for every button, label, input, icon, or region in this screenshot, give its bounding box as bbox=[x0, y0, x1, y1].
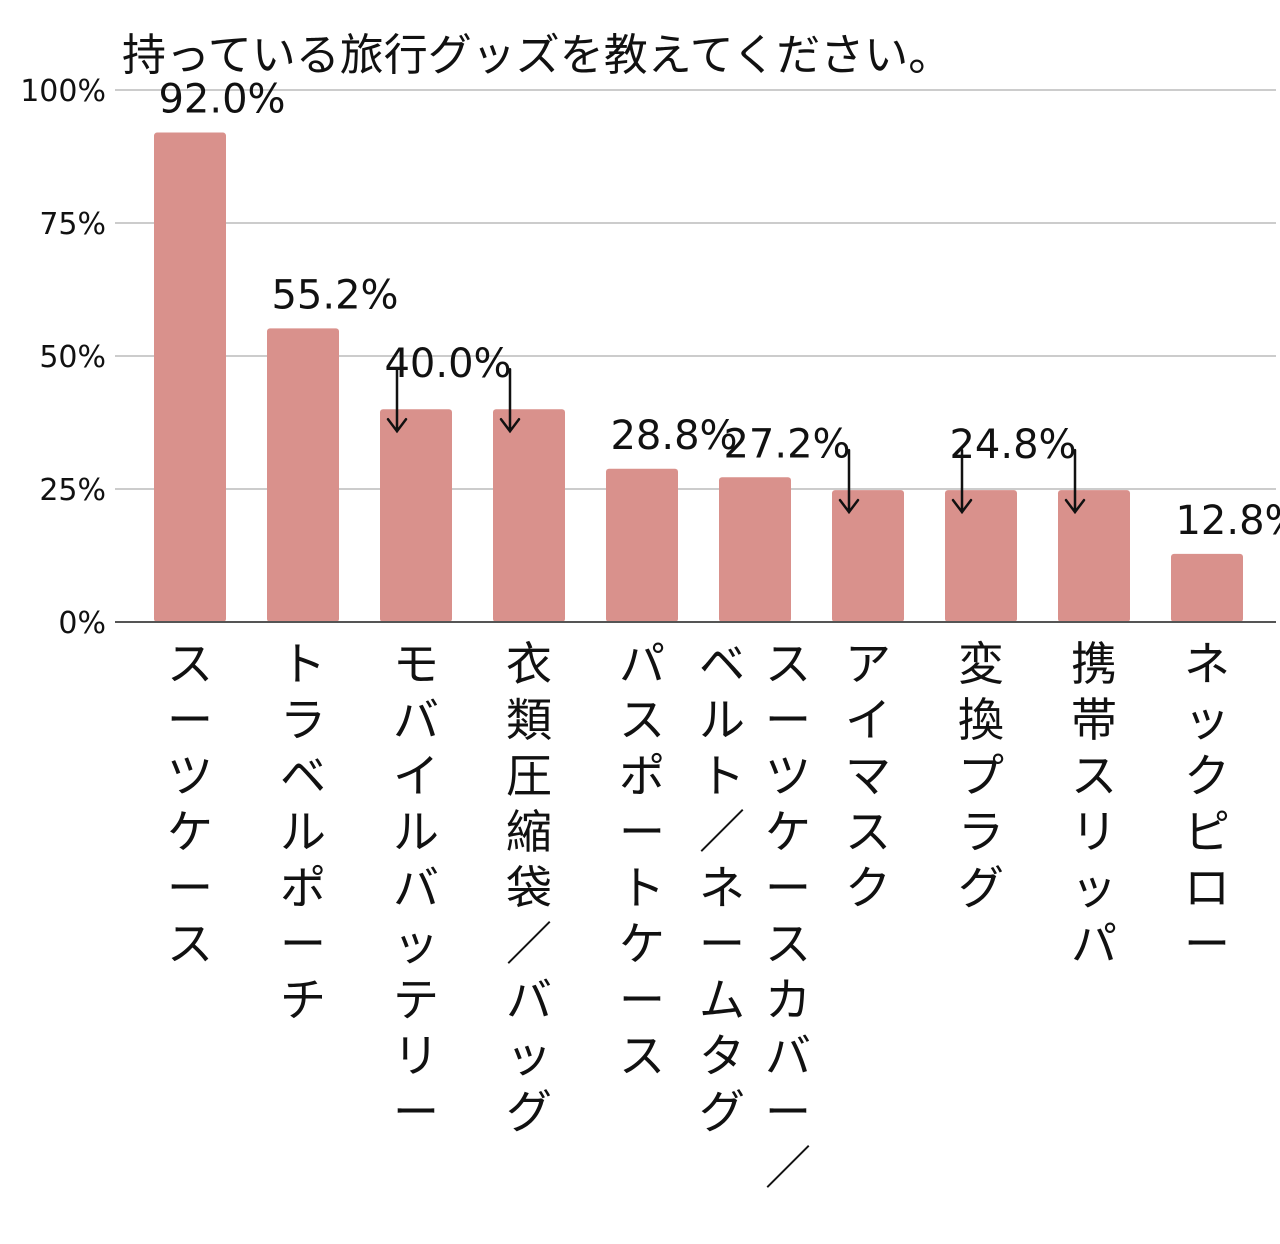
data-label: 28.8% bbox=[610, 413, 737, 459]
down-arrow-icon bbox=[1064, 448, 1086, 515]
x-tick-label: トラベルポーチ bbox=[280, 637, 326, 1027]
chart-title: 持っている旅行グッズを教えてください。 bbox=[122, 30, 952, 81]
data-label: 40.0% bbox=[384, 341, 511, 387]
y-tick-label: 100% bbox=[20, 74, 106, 109]
x-tick-label: アイマスク bbox=[845, 637, 891, 915]
x-tick-label: パスポートケース bbox=[619, 637, 665, 1083]
data-labels: 92.0% 55.2% 40.0% 28.8%27.2% 24.8% 12.8% bbox=[158, 77, 1280, 544]
x-tick-label: ベルト／ネームタグ bbox=[699, 637, 745, 1139]
data-label: 24.8% bbox=[949, 422, 1076, 468]
bar bbox=[380, 409, 452, 622]
bars bbox=[154, 132, 1243, 622]
bar bbox=[1058, 490, 1130, 622]
annotation-arrows bbox=[386, 367, 1086, 515]
y-tick-label: 25% bbox=[39, 473, 106, 508]
bar bbox=[493, 409, 565, 622]
y-tick-label: 75% bbox=[39, 207, 106, 242]
bar bbox=[945, 490, 1017, 622]
bar bbox=[719, 477, 791, 622]
x-tick-label: 変換プラグ bbox=[958, 637, 1004, 915]
bar bbox=[606, 468, 678, 622]
bar bbox=[267, 328, 339, 622]
bar bbox=[154, 132, 226, 622]
x-tick-label: モバイルバッテリー bbox=[393, 637, 439, 1139]
x-axis: スーツケース トラベルポーチ モバイルバッテリー 衣類圧縮袋／バッグ パスポートケースベ… bbox=[115, 621, 1276, 1195]
data-label: 92.0% bbox=[158, 77, 285, 123]
y-tick-label: 0% bbox=[58, 606, 106, 641]
down-arrow-icon bbox=[499, 367, 521, 434]
y-tick-label: 50% bbox=[39, 340, 106, 375]
down-arrow-icon bbox=[838, 448, 860, 515]
x-tick-label: スーツケース bbox=[167, 637, 213, 971]
bar bbox=[1171, 553, 1243, 622]
bar bbox=[832, 490, 904, 622]
x-tick-label: 携帯スリッパ bbox=[1071, 637, 1117, 971]
x-tick-label: スーツケースカバー／ bbox=[765, 637, 811, 1195]
down-arrow-icon bbox=[951, 448, 973, 515]
x-tick-label: ネックピロー bbox=[1184, 637, 1230, 971]
data-label: 55.2% bbox=[271, 272, 398, 318]
y-axis: 0% 25% 50% 75% 100% bbox=[20, 74, 106, 641]
x-tick-label: 衣類圧縮袋／バッグ bbox=[506, 637, 552, 1139]
data-label: 27.2% bbox=[723, 421, 850, 467]
down-arrow-icon bbox=[386, 367, 408, 434]
data-label: 12.8% bbox=[1175, 498, 1280, 544]
